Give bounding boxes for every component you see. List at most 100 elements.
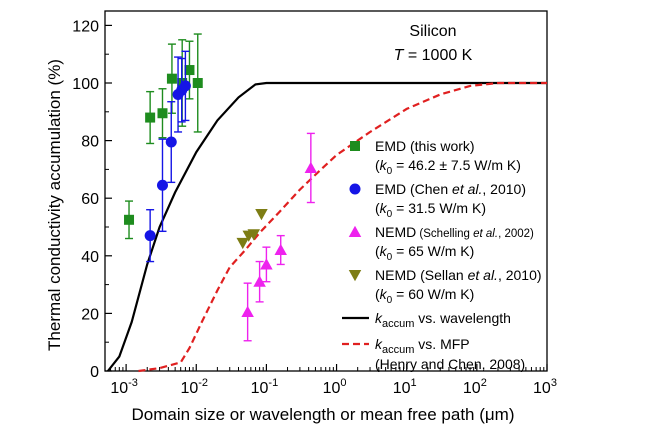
x-tick-base: 10 bbox=[180, 380, 198, 397]
legend-citation-mfp: (Henry and Chen, 2008) bbox=[375, 356, 525, 372]
y-tick-label: 120 bbox=[72, 18, 99, 35]
legend-sub-prefix: ( bbox=[375, 243, 380, 259]
legend-line-name: vs. wavelength bbox=[414, 310, 511, 326]
x-tick-base: 10 bbox=[533, 380, 551, 397]
x-tick-label: 102 bbox=[463, 377, 487, 397]
legend-name: NEMD (Sellan bbox=[375, 267, 468, 283]
x-tick-base: 10 bbox=[323, 380, 341, 397]
nemd-schelling-point bbox=[304, 161, 318, 173]
x-tick-exponent: -2 bbox=[198, 377, 208, 389]
legend-sub-prefix: ( bbox=[375, 200, 380, 216]
nemd-schelling-point bbox=[274, 243, 287, 256]
legend-name: NEMD bbox=[375, 224, 416, 240]
legend-sub-k: k bbox=[380, 200, 388, 216]
wavelength-curve bbox=[107, 81, 547, 372]
x-tick-exponent: 3 bbox=[551, 377, 557, 389]
legend-sub-rest: = 46.2 ± 7.5 W/m K) bbox=[392, 157, 521, 173]
legend-name-rest: , 2010) bbox=[498, 267, 542, 283]
emd-chen-point bbox=[144, 230, 156, 242]
legend-name: EMD (this work) bbox=[375, 138, 475, 154]
legend-name-italic: et al. bbox=[468, 267, 498, 283]
legend-label-nemd-schelling: NEMD (Schelling et al., 2002) bbox=[375, 224, 534, 240]
annotation-material: Silicon bbox=[409, 23, 456, 40]
legend-label-emd-this-work: EMD (this work) bbox=[375, 138, 475, 154]
emd-chen-point bbox=[165, 136, 177, 148]
legend-name-small: (Schelling bbox=[416, 228, 473, 240]
nemd-schelling-point bbox=[260, 258, 273, 270]
nemd-sellan-point bbox=[255, 209, 268, 221]
y-tick-label: 40 bbox=[81, 249, 99, 266]
x-tick-base: 10 bbox=[393, 380, 411, 397]
x-axis-title: Domain size or wavelength or mean free p… bbox=[131, 405, 514, 424]
nemd-sellan-point bbox=[247, 229, 261, 241]
y-tick-label: 100 bbox=[72, 76, 99, 93]
legend: EMD (this work)(k0 = 46.2 ± 7.5 W/m K)EM… bbox=[342, 138, 542, 372]
legend-k-subscript: accum bbox=[382, 344, 414, 356]
legend-marker-emd-this-work bbox=[350, 141, 360, 151]
emd-this-work-point bbox=[124, 214, 135, 225]
emd-this-work-point bbox=[145, 112, 156, 123]
legend-marker-emd-chen bbox=[349, 183, 361, 195]
emd-this-work-point bbox=[192, 78, 203, 88]
emd-this-work-point bbox=[157, 108, 168, 119]
emd-chen-point bbox=[179, 80, 191, 92]
nemd-schelling-point bbox=[253, 275, 266, 287]
mfp-curve bbox=[138, 81, 547, 373]
plot-axes bbox=[104, 10, 548, 372]
legend-sub-rest: = 31.5 W/m K) bbox=[392, 200, 486, 216]
legend-name-italic: et al. bbox=[452, 181, 482, 197]
nemd-sellan-point bbox=[236, 237, 250, 250]
x-tick-label: 103 bbox=[533, 377, 557, 397]
x-tick-exponent: 0 bbox=[340, 377, 346, 389]
legend-k: k bbox=[375, 336, 383, 352]
y-tick-label: 20 bbox=[81, 306, 99, 323]
y-tick-label: 80 bbox=[81, 134, 99, 151]
emd-this-work-point bbox=[184, 65, 195, 76]
nemd-schelling-point bbox=[241, 305, 254, 317]
legend-name-small-italic: et al. bbox=[473, 228, 498, 240]
y-tick-label: 60 bbox=[81, 191, 99, 208]
legend-sublabel-emd-this-work: (k0 = 46.2 ± 7.5 W/m K) bbox=[375, 157, 521, 177]
legend-sublabel-nemd-sellan: (k0 = 60 W/m K) bbox=[375, 286, 474, 306]
legend-name-rest: , 2010) bbox=[482, 181, 526, 197]
legend-sub-rest: = 65 W/m K) bbox=[392, 243, 474, 259]
x-tick-exponent: -3 bbox=[128, 377, 138, 389]
legend-name-small-rest: , 2002) bbox=[498, 228, 534, 240]
curves-layer bbox=[107, 81, 547, 373]
emd-chen-point bbox=[156, 179, 168, 191]
legend-line-name: vs. MFP bbox=[414, 336, 469, 352]
legend-sub-k: k bbox=[380, 286, 388, 302]
legend-label-nemd-sellan: NEMD (Sellan et al., 2010) bbox=[375, 267, 542, 283]
legend-label-wavelength: kaccum vs. wavelength bbox=[375, 310, 511, 330]
x-tick-base: 10 bbox=[110, 380, 128, 397]
legend-marker-nemd-sellan bbox=[348, 270, 362, 282]
x-tick-label: 10-2 bbox=[180, 377, 208, 397]
legend-sub-subscript: 0 bbox=[387, 295, 393, 306]
legend-sub-subscript: 0 bbox=[387, 209, 393, 220]
legend-name: EMD (Chen bbox=[375, 181, 452, 197]
x-tick-label: 10-1 bbox=[251, 377, 279, 397]
x-tick-exponent: 2 bbox=[481, 377, 487, 389]
legend-sub-k: k bbox=[380, 243, 388, 259]
legend-sub-prefix: ( bbox=[375, 286, 380, 302]
markers-layer bbox=[124, 33, 318, 342]
legend-sub-subscript: 0 bbox=[387, 252, 393, 263]
legend-k: k bbox=[375, 310, 383, 326]
legend-sub-prefix: ( bbox=[375, 157, 380, 173]
emd-this-work-point bbox=[166, 73, 177, 84]
x-tick-exponent: -1 bbox=[268, 377, 278, 389]
x-tick-label: 10-3 bbox=[110, 377, 138, 397]
legend-sub-rest: = 60 W/m K) bbox=[392, 286, 474, 302]
legend-marker-nemd-schelling bbox=[348, 225, 362, 237]
legend-label-emd-chen: EMD (Chen et al., 2010) bbox=[375, 181, 526, 197]
annotation-temperature: T = 1000 K bbox=[394, 47, 473, 64]
y-tick-label: 0 bbox=[90, 364, 99, 381]
legend-sublabel-nemd-schelling: (k0 = 65 W/m K) bbox=[375, 243, 474, 263]
x-tick-base: 10 bbox=[251, 380, 269, 397]
x-tick-exponent: 1 bbox=[411, 377, 417, 389]
legend-k-subscript: accum bbox=[382, 318, 414, 330]
x-tick-label: 101 bbox=[393, 377, 417, 397]
legend-sublabel-emd-chen: (k0 = 31.5 W/m K) bbox=[375, 200, 486, 220]
